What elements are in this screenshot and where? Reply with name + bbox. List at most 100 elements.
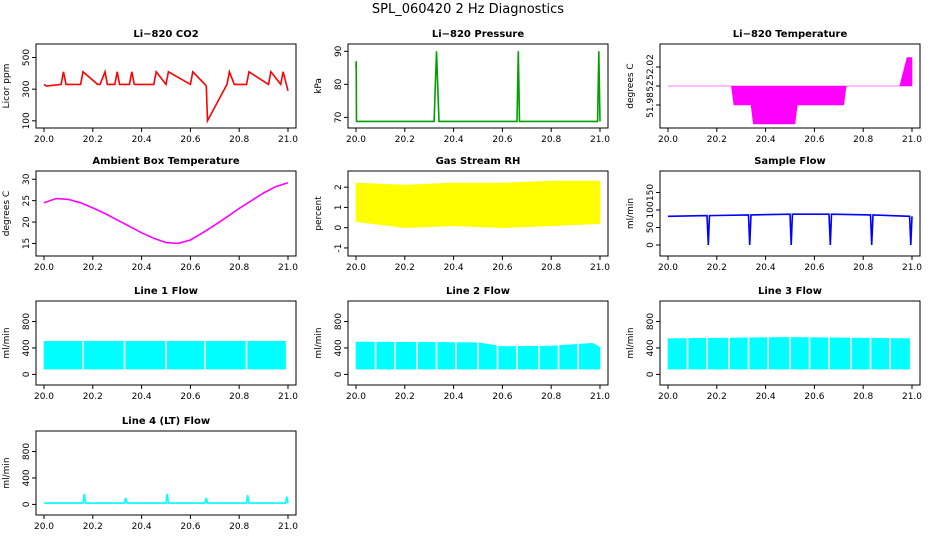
x-tick-label: 21.0 (590, 392, 610, 402)
x-tick-label: 20.0 (346, 392, 366, 402)
x-tick-label: 20.4 (756, 135, 776, 145)
x-tick-label: 20.0 (658, 135, 678, 145)
x-tick-label: 20.2 (707, 263, 727, 273)
x-tick-label: 20.8 (229, 392, 249, 402)
panel-title: Sample Flow (754, 156, 826, 167)
y-tick-label: 800 (646, 313, 656, 330)
panel-7: Line 1 Flow ml/min 20.0 20.2 20.4 20.6 20.8 21.… (2, 286, 298, 402)
y-tick-label: 0 (22, 501, 32, 507)
series-line (43, 68, 289, 124)
x-tick-label: 20.0 (34, 135, 54, 145)
y-tick-label: 400 (646, 339, 656, 356)
y-axis-label: degrees C (2, 191, 12, 236)
x-tick-label: 21.0 (902, 392, 922, 402)
x-tick-label: 20.0 (34, 392, 54, 402)
x-tick-label: 21.0 (590, 135, 610, 145)
y-tick-label: 25 (22, 195, 32, 206)
x-tick-label: 20.0 (34, 263, 54, 273)
y-tick-label: 30 (22, 173, 32, 185)
panel-title: Line 3 Flow (758, 286, 822, 297)
x-tick-label: 20.2 (83, 263, 103, 273)
panel-title: Line 4 (LT) Flow (122, 416, 210, 427)
plot-frame (35, 43, 297, 129)
x-tick-label: 20.0 (658, 392, 678, 402)
panel-8: Line 2 Flow ml/min 20.0 20.2 20.4 20.6 20.8 21.… (314, 286, 610, 402)
y-tick-label: 100 (646, 201, 656, 218)
panel-2: Li−820 Pressure kPa 20.0 20.2 20.4 20.6 20.8 21… (314, 29, 610, 145)
panel-9: Line 3 Flow ml/min 20.0 20.2 20.4 20.6 20.8 21.… (626, 286, 922, 402)
plot-frame (347, 300, 609, 386)
x-tick-label: 20.2 (395, 392, 415, 402)
x-tick-label: 20.4 (756, 263, 776, 273)
x-tick-label: 20.2 (83, 522, 103, 532)
x-tick-label: 21.0 (902, 263, 922, 273)
x-tick-label: 20.6 (180, 522, 200, 532)
y-tick-label: 400 (22, 339, 32, 356)
plot-frame (35, 170, 297, 257)
y-tick-label: 400 (22, 469, 32, 486)
x-tick-label: 20.6 (180, 392, 200, 402)
x-tick-label: 20.8 (541, 392, 561, 402)
x-tick-label: 20.4 (444, 135, 464, 145)
y-tick-label: 400 (334, 339, 344, 356)
panel-title: Li−820 CO2 (133, 29, 198, 40)
y-tick-label: 50 (646, 222, 656, 234)
x-tick-label: 20.8 (229, 263, 249, 273)
panel-10: Line 4 (LT) Flow ml/min 20.0 20.2 20.4 20.6 20… (2, 416, 298, 532)
plot-frame (347, 170, 609, 257)
x-tick-label: 20.8 (229, 135, 249, 145)
y-tick-label: 20 (22, 216, 32, 228)
y-axis-label: ml/min (626, 198, 636, 229)
x-tick-label: 20.0 (346, 263, 366, 273)
plot-frame (659, 300, 921, 386)
panel-6: Sample Flow ml/min 20.0 20.2 20.4 20.6 20.8 21.… (626, 156, 922, 273)
x-tick-label: 20.6 (804, 135, 824, 145)
x-tick-label: 20.4 (132, 263, 152, 273)
x-tick-label: 21.0 (278, 135, 298, 145)
x-tick-label: 20.8 (853, 392, 873, 402)
y-tick-label: 300 (22, 80, 32, 97)
panel-5: Gas Stream RH percent 20.0 20.2 20.4 20.6 20.8… (314, 156, 610, 273)
x-tick-label: 21.0 (590, 263, 610, 273)
series-line (43, 181, 289, 245)
y-tick-label: 1 (334, 205, 344, 211)
y-tick-label: 800 (334, 313, 344, 330)
x-tick-label: 20.2 (395, 135, 415, 145)
y-tick-label: 90 (334, 45, 344, 57)
y-axis-label: ml/min (2, 327, 12, 358)
x-tick-label: 20.4 (444, 392, 464, 402)
y-tick-label: 52.02 (646, 54, 656, 80)
panel-title: Gas Stream RH (436, 156, 521, 167)
x-tick-label: 20.4 (756, 392, 776, 402)
y-tick-label: 100 (22, 112, 32, 129)
y-axis-label: ml/min (2, 457, 12, 488)
x-tick-label: 20.2 (83, 392, 103, 402)
y-tick-label: 15 (22, 238, 32, 249)
x-tick-label: 20.6 (492, 263, 512, 273)
x-tick-label: 20.8 (853, 263, 873, 273)
x-tick-label: 21.0 (278, 392, 298, 402)
panel-title: Li−820 Pressure (432, 29, 525, 40)
x-tick-label: 20.2 (83, 135, 103, 145)
series-line (667, 213, 913, 246)
x-tick-label: 20.4 (132, 522, 152, 532)
series-band (355, 180, 601, 229)
y-tick-label: 0 (22, 371, 32, 377)
x-tick-label: 20.8 (541, 263, 561, 273)
panel-title: Li−820 Temperature (733, 29, 848, 40)
plot-frame (659, 170, 921, 257)
series-band (667, 337, 910, 370)
panel-4: Ambient Box Temperature degrees C 20.0 20.2… (2, 156, 298, 273)
y-axis-label: ml/min (626, 327, 636, 358)
y-tick-label: 52 (646, 80, 656, 91)
x-tick-label: 20.8 (229, 522, 249, 532)
x-tick-label: 20.8 (853, 135, 873, 145)
x-tick-label: 20.6 (492, 392, 512, 402)
y-tick-label: 80 (334, 78, 344, 90)
x-tick-label: 21.0 (278, 263, 298, 273)
panel-title: Line 1 Flow (134, 286, 198, 297)
x-tick-label: 20.2 (707, 392, 727, 402)
y-tick-label: 500 (22, 49, 32, 66)
x-tick-label: 20.6 (492, 135, 512, 145)
